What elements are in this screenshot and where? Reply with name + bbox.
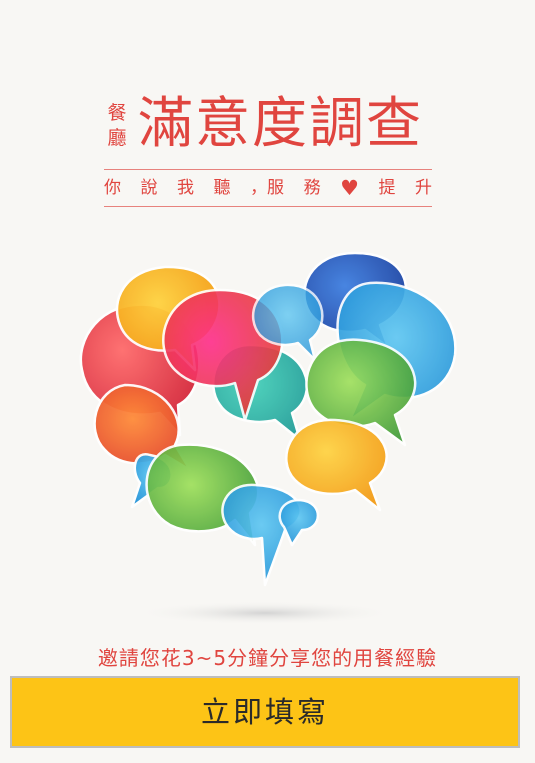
slogan-char: 我 — [177, 178, 195, 198]
page-title: 滿意度調查 — [138, 91, 424, 155]
heart-icon: ♥ — [340, 176, 359, 200]
slogan: 你 說 我 聽 ，服 務 ♥ 提 升 — [104, 175, 432, 201]
prefix-char-2: 廳 — [107, 127, 127, 149]
slogan-char: 你 — [104, 178, 121, 198]
slogan-char: ，服 — [250, 178, 285, 198]
prefix-char-1: 餐 — [107, 102, 127, 124]
fill-now-button[interactable]: 立即填寫 — [10, 676, 520, 748]
invite-text: 邀請您花3~5分鐘分享您的用餐經驗 — [97, 646, 438, 670]
slogan-char: 務 — [303, 178, 321, 198]
title-prefix: 餐 廳 — [104, 101, 130, 151]
slogan-char: 聽 — [213, 178, 231, 198]
divider-top — [104, 169, 432, 170]
slogan-char: 提 — [378, 178, 396, 198]
divider-bottom — [104, 206, 432, 207]
slogan-char: 升 — [414, 178, 432, 198]
speech-bubble-heart-illustration — [79, 251, 457, 625]
slogan-char: 說 — [140, 178, 158, 198]
